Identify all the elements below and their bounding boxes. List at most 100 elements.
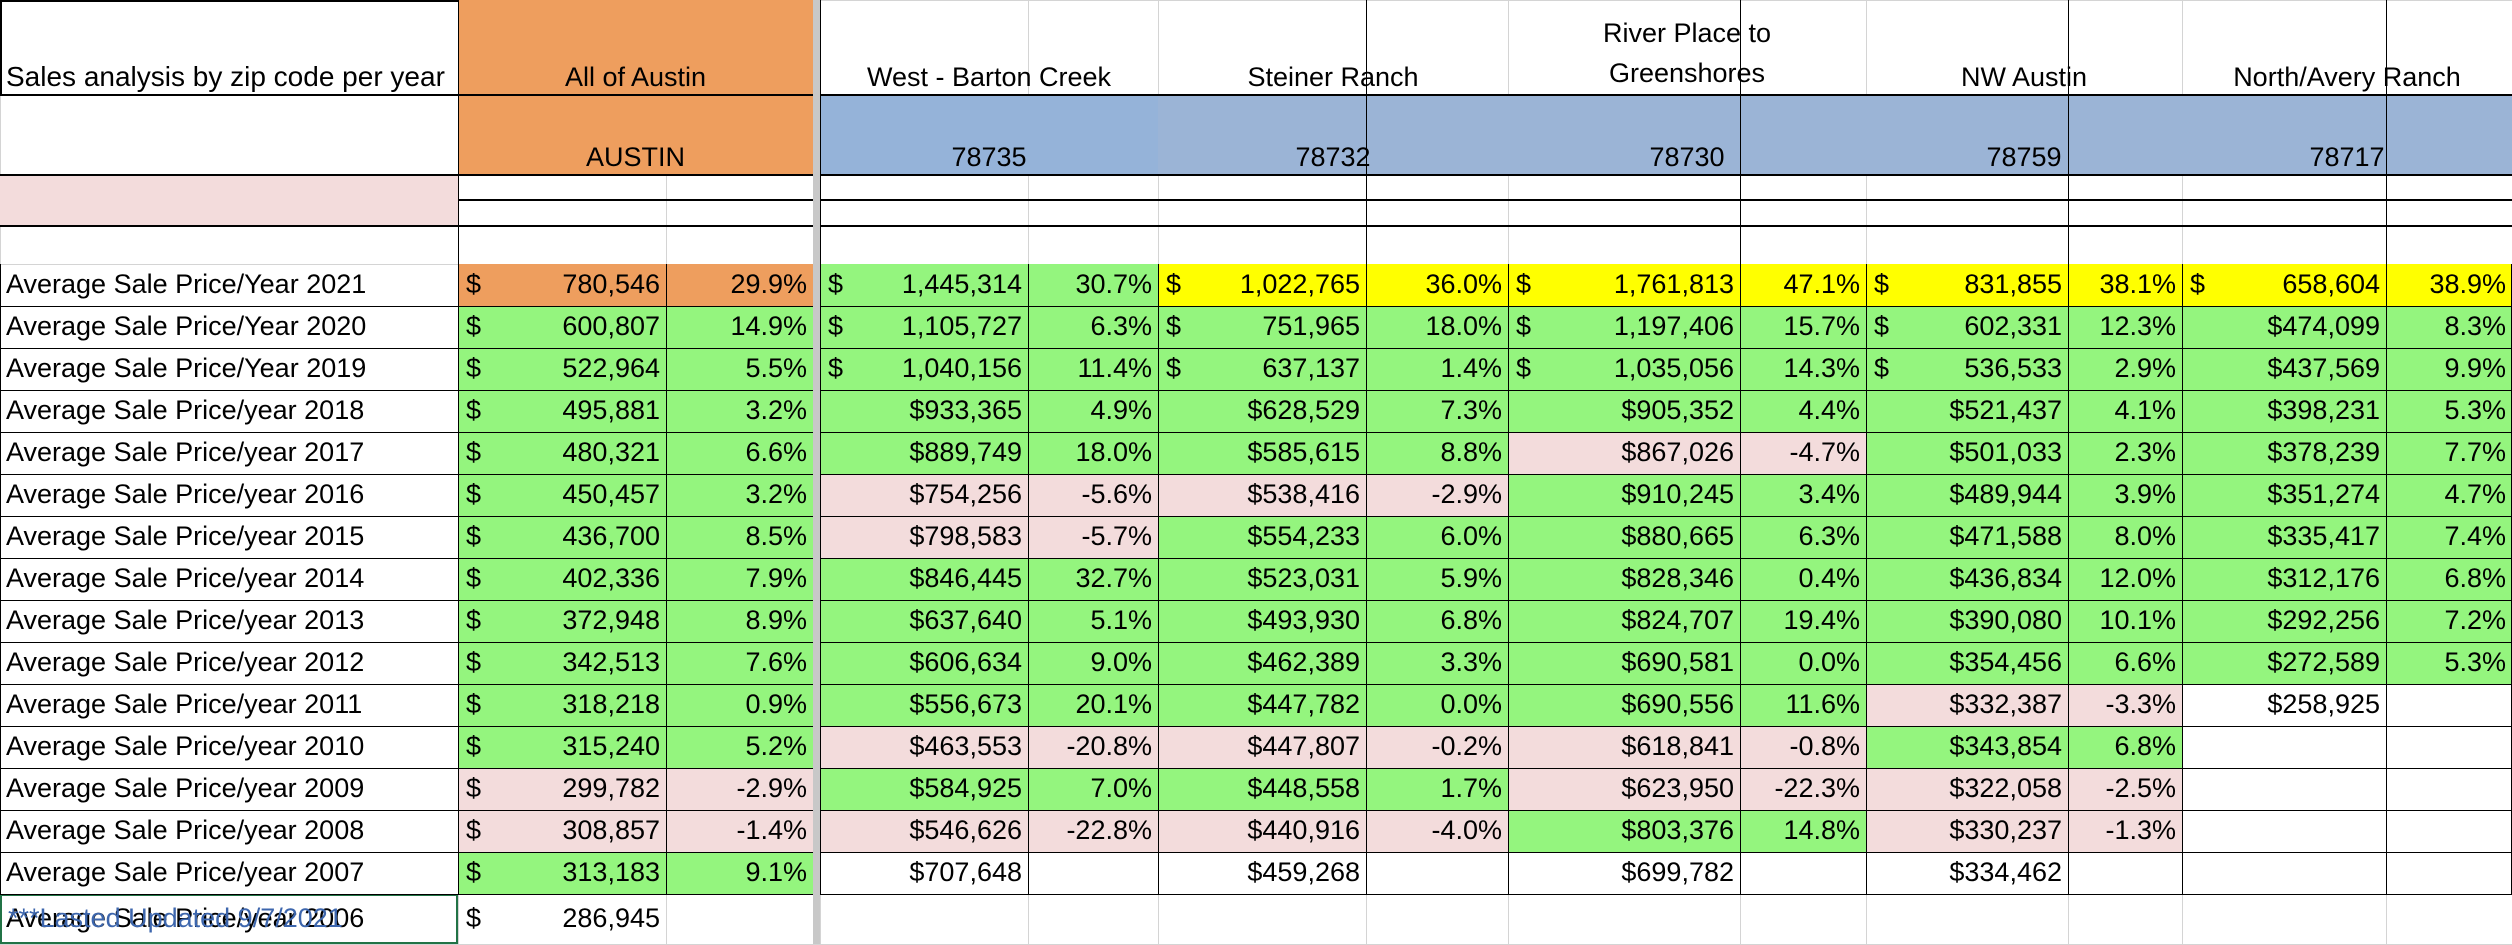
row-label[interactable]: Average Sale Price/Year 2020 bbox=[6, 311, 367, 342]
price-cell[interactable]: $1,040,156 bbox=[820, 348, 1028, 390]
price-cell[interactable]: $831,855 bbox=[1866, 264, 2068, 306]
price-cell[interactable]: $556,673 bbox=[820, 684, 1028, 726]
price-cell[interactable]: $554,233 bbox=[1158, 516, 1366, 558]
price-cell[interactable]: $459,268 bbox=[1158, 852, 1366, 894]
percent-change-cell[interactable]: 6.3% bbox=[1740, 516, 1866, 558]
blank-cell[interactable] bbox=[0, 199, 458, 225]
price-cell[interactable]: $322,058 bbox=[1866, 768, 2068, 810]
zip-code-header[interactable]: 78735 bbox=[820, 95, 1158, 175]
area-name-header[interactable]: North/Avery Ranch bbox=[2233, 61, 2461, 92]
percent-change-cell[interactable] bbox=[2386, 894, 2512, 944]
percent-change-cell[interactable]: 18.0% bbox=[1028, 432, 1158, 474]
percent-change-cell[interactable] bbox=[2386, 810, 2512, 852]
percent-change-cell[interactable]: 6.0% bbox=[1366, 516, 1508, 558]
percent-change-cell[interactable]: 14.9% bbox=[666, 306, 813, 348]
price-cell[interactable]: $308,857 bbox=[458, 810, 666, 852]
zip-code-header[interactable]: 78717 bbox=[2182, 95, 2512, 175]
percent-change-cell[interactable]: 47.1% bbox=[1740, 264, 1866, 306]
price-cell[interactable] bbox=[2182, 852, 2386, 894]
percent-change-cell[interactable]: -1.4% bbox=[666, 810, 813, 852]
price-cell[interactable] bbox=[1158, 894, 1366, 944]
price-cell[interactable]: $447,807 bbox=[1158, 726, 1366, 768]
percent-change-cell[interactable]: 14.3% bbox=[1740, 348, 1866, 390]
price-cell[interactable] bbox=[1508, 894, 1740, 944]
percent-change-cell[interactable]: 7.3% bbox=[1366, 390, 1508, 432]
row-label[interactable]: Average Sale Price/year 2016 bbox=[6, 479, 365, 510]
percent-change-cell[interactable]: 10.1% bbox=[2068, 600, 2182, 642]
percent-change-cell[interactable]: -2.9% bbox=[666, 768, 813, 810]
zip-code-header[interactable]: 78730 bbox=[1508, 95, 1866, 175]
percent-change-cell[interactable]: 36.0% bbox=[1366, 264, 1508, 306]
price-cell[interactable]: $658,604 bbox=[2182, 264, 2386, 306]
percent-change-cell[interactable]: 3.3% bbox=[1366, 642, 1508, 684]
price-cell[interactable]: $299,782 bbox=[458, 768, 666, 810]
percent-change-cell[interactable]: 0.4% bbox=[1740, 558, 1866, 600]
percent-change-cell[interactable]: 12.3% bbox=[2068, 306, 2182, 348]
percent-change-cell[interactable]: 3.2% bbox=[666, 390, 813, 432]
percent-change-cell[interactable]: 7.6% bbox=[666, 642, 813, 684]
price-cell[interactable]: $334,462 bbox=[1866, 852, 2068, 894]
price-cell[interactable]: $354,456 bbox=[1866, 642, 2068, 684]
price-cell[interactable]: $798,583 bbox=[820, 516, 1028, 558]
price-cell[interactable]: $332,387 bbox=[1866, 684, 2068, 726]
percent-change-cell[interactable]: 6.6% bbox=[666, 432, 813, 474]
percent-change-cell[interactable]: -2.9% bbox=[1366, 474, 1508, 516]
price-cell[interactable] bbox=[2182, 894, 2386, 944]
price-cell[interactable]: $315,240 bbox=[458, 726, 666, 768]
price-cell[interactable]: $546,626 bbox=[820, 810, 1028, 852]
zip-code-header[interactable]: 78759 bbox=[1866, 95, 2182, 175]
price-cell[interactable]: $1,445,314 bbox=[820, 264, 1028, 306]
price-cell[interactable]: $402,336 bbox=[458, 558, 666, 600]
price-cell[interactable]: $824,707 bbox=[1508, 600, 1740, 642]
percent-change-cell[interactable]: 5.3% bbox=[2386, 642, 2512, 684]
percent-change-cell[interactable]: 0.9% bbox=[666, 684, 813, 726]
price-cell[interactable]: $1,035,056 bbox=[1508, 348, 1740, 390]
row-label[interactable]: Average Sale Price/year 2009 bbox=[6, 773, 365, 804]
zip-code-header[interactable]: 78732 bbox=[1158, 95, 1508, 175]
percent-change-cell[interactable] bbox=[1028, 852, 1158, 894]
percent-change-cell[interactable]: 0.0% bbox=[1366, 684, 1508, 726]
percent-change-cell[interactable] bbox=[2068, 894, 2182, 944]
price-cell[interactable]: $828,346 bbox=[1508, 558, 1740, 600]
percent-change-cell[interactable]: 38.9% bbox=[2386, 264, 2512, 306]
price-cell[interactable]: $330,237 bbox=[1866, 810, 2068, 852]
price-cell[interactable]: $933,365 bbox=[820, 390, 1028, 432]
price-cell[interactable]: $521,437 bbox=[1866, 390, 2068, 432]
blank-cell[interactable] bbox=[0, 175, 458, 199]
percent-change-cell[interactable]: 2.9% bbox=[2068, 348, 2182, 390]
price-cell[interactable]: $880,665 bbox=[1508, 516, 1740, 558]
price-cell[interactable]: $489,944 bbox=[1866, 474, 2068, 516]
price-cell[interactable]: $474,099 bbox=[2182, 306, 2386, 348]
percent-change-cell[interactable]: 4.9% bbox=[1028, 390, 1158, 432]
price-cell[interactable]: $351,274 bbox=[2182, 474, 2386, 516]
percent-change-cell[interactable]: 19.4% bbox=[1740, 600, 1866, 642]
row-label[interactable]: Average Sale Price/Year 2019 bbox=[6, 353, 367, 384]
percent-change-cell[interactable]: 0.0% bbox=[1740, 642, 1866, 684]
percent-change-cell[interactable]: 1.4% bbox=[1366, 348, 1508, 390]
price-cell[interactable]: $889,749 bbox=[820, 432, 1028, 474]
price-cell[interactable]: $258,925 bbox=[2182, 684, 2386, 726]
percent-change-cell[interactable]: 30.7% bbox=[1028, 264, 1158, 306]
price-cell[interactable] bbox=[1866, 894, 2068, 944]
price-cell[interactable]: $618,841 bbox=[1508, 726, 1740, 768]
percent-change-cell[interactable]: 6.8% bbox=[2068, 726, 2182, 768]
area-name-header[interactable]: All of Austin bbox=[458, 0, 813, 95]
percent-change-cell[interactable]: 5.5% bbox=[666, 348, 813, 390]
price-cell[interactable]: $780,546 bbox=[458, 264, 666, 306]
percent-change-cell[interactable]: 3.9% bbox=[2068, 474, 2182, 516]
percent-change-cell[interactable]: 14.8% bbox=[1740, 810, 1866, 852]
zip-code-header[interactable]: AUSTIN bbox=[458, 95, 813, 175]
percent-change-cell[interactable] bbox=[2386, 684, 2512, 726]
percent-change-cell[interactable]: 4.1% bbox=[2068, 390, 2182, 432]
price-cell[interactable]: $707,648 bbox=[820, 852, 1028, 894]
row-label[interactable]: Average Sale Price/year 2006 bbox=[6, 903, 365, 934]
percent-change-cell[interactable]: 8.9% bbox=[666, 600, 813, 642]
price-cell[interactable]: $623,950 bbox=[1508, 768, 1740, 810]
percent-change-cell[interactable]: -5.7% bbox=[1028, 516, 1158, 558]
area-name-header[interactable]: Steiner Ranch bbox=[1247, 61, 1419, 92]
percent-change-cell[interactable]: 7.9% bbox=[666, 558, 813, 600]
price-cell[interactable]: $312,176 bbox=[2182, 558, 2386, 600]
percent-change-cell[interactable]: 9.1% bbox=[666, 852, 813, 894]
price-cell[interactable]: $450,457 bbox=[458, 474, 666, 516]
price-cell[interactable]: $437,569 bbox=[2182, 348, 2386, 390]
